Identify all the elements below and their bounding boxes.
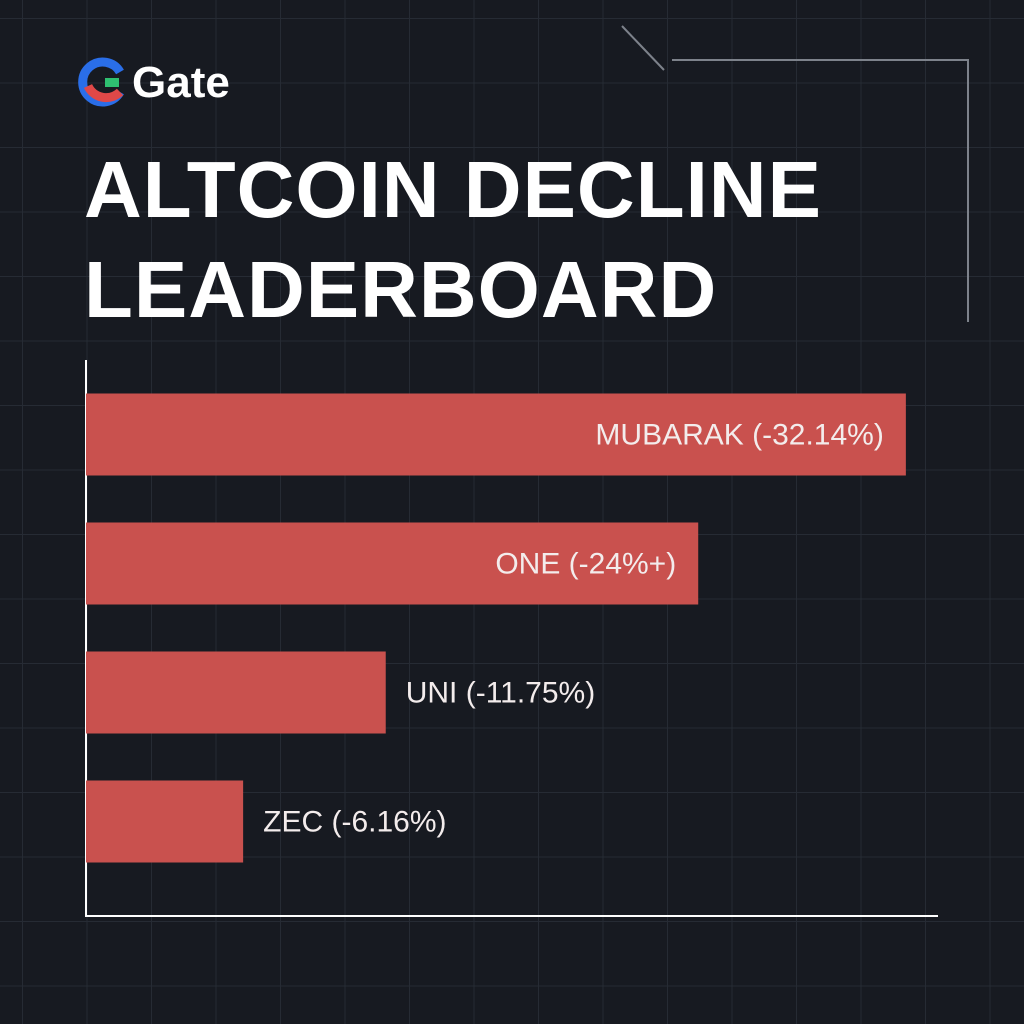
brand: Gate	[132, 58, 230, 107]
value-label: ONE (-24%+)	[495, 547, 676, 580]
corner-line	[621, 25, 665, 71]
value-label: UNI (-11.75%)	[406, 676, 596, 709]
logo	[78, 57, 124, 107]
bar	[86, 393, 906, 476]
chart-title: ALTCOIN DECLINE LEADERBOARD	[84, 145, 822, 334]
value-label: ZEC (-6.16%)	[263, 805, 446, 838]
bar	[86, 780, 244, 863]
value-label: MUBARAK (-32.14%)	[595, 418, 883, 451]
corner-frame	[672, 59, 969, 322]
bar	[86, 651, 386, 734]
bar	[86, 522, 699, 605]
